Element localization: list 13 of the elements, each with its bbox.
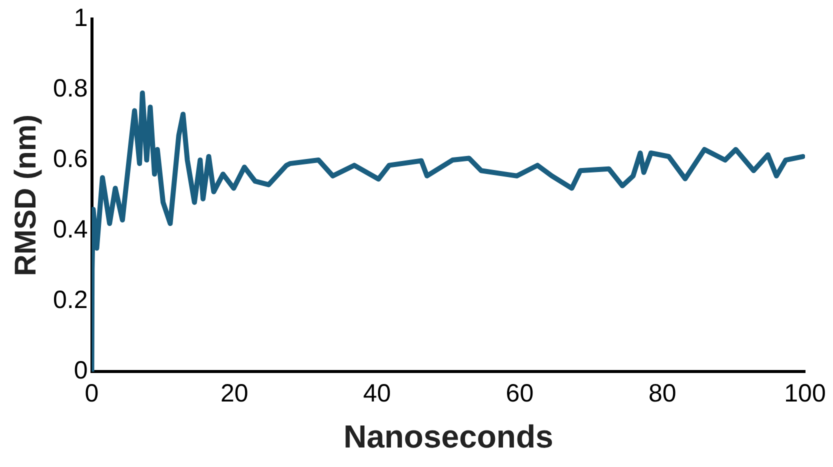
x-tick-label: 40: [363, 379, 391, 408]
y-axis-title: RMSD (nm): [9, 114, 42, 276]
y-tick-label: 0.4: [52, 215, 88, 244]
y-tick-label: 0.6: [52, 144, 88, 173]
y-tick-label: 0.8: [52, 74, 88, 102]
x-tick-label: 60: [506, 379, 534, 408]
y-tick-label: 0.2: [52, 286, 88, 314]
x-axis-title: Nanoseconds: [343, 418, 554, 455]
y-tick-label: 0: [74, 356, 88, 384]
x-tick-label: 80: [648, 379, 676, 408]
x-tick-label: 100: [784, 379, 826, 408]
x-tick-label: 20: [220, 379, 248, 408]
y-tick-label: 1: [74, 4, 88, 32]
